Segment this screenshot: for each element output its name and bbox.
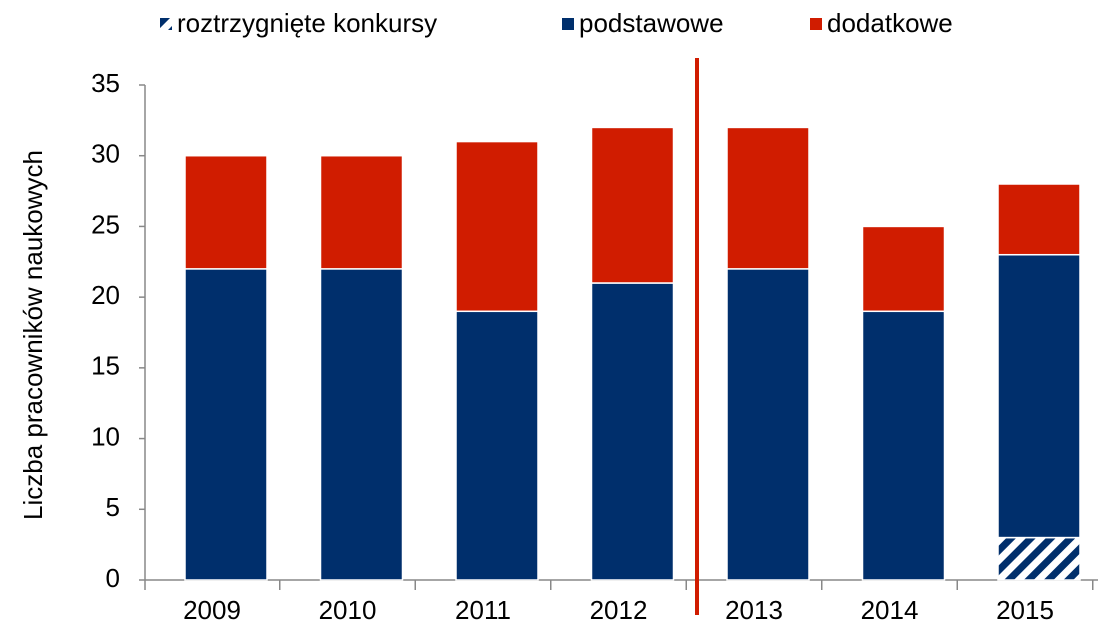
bar-segment [590,282,675,581]
x-tick-label: 2013 [725,595,783,625]
legend-label: roztrzygnięte konkursy [177,8,437,38]
y-tick-label: 35 [91,68,120,98]
bar-segment [319,268,404,581]
y-tick-label: 15 [91,351,120,381]
bar-segment [184,154,268,270]
bar-segment [997,536,1081,581]
y-tick-label: 25 [91,209,120,239]
y-tick-label: 10 [91,421,120,451]
bar-segment [861,310,946,581]
x-tick-label: 2012 [590,595,648,625]
bar-segment [184,268,268,581]
y-tick-label: 5 [106,492,120,522]
x-tick-label: 2010 [319,595,377,625]
y-tick-label: 20 [91,280,120,310]
bar-segment [997,253,1081,539]
legend-label: dodatkowe [827,8,953,38]
x-tick-label: 2009 [183,595,241,625]
legend-swatch [810,18,822,30]
x-tick-label: 2011 [455,595,511,625]
x-tick-label: 2015 [996,595,1054,625]
bar-segment [319,154,404,270]
legend-label: podstawowe [579,8,724,38]
y-tick-label: 0 [106,563,120,593]
y-tick-label: 30 [91,139,120,169]
bar-segment [455,140,539,313]
bar-segment [590,126,675,284]
y-axis-title: Liczba pracowników naukowych [18,150,48,520]
legend-swatch [562,18,574,30]
bar-segment [726,126,810,270]
bar-segment [861,225,946,313]
x-tick-label: 2014 [861,595,919,625]
bar-segment [726,268,810,581]
bar-segment [455,310,539,581]
legend-swatch [160,18,172,30]
bar-segment [997,183,1081,256]
